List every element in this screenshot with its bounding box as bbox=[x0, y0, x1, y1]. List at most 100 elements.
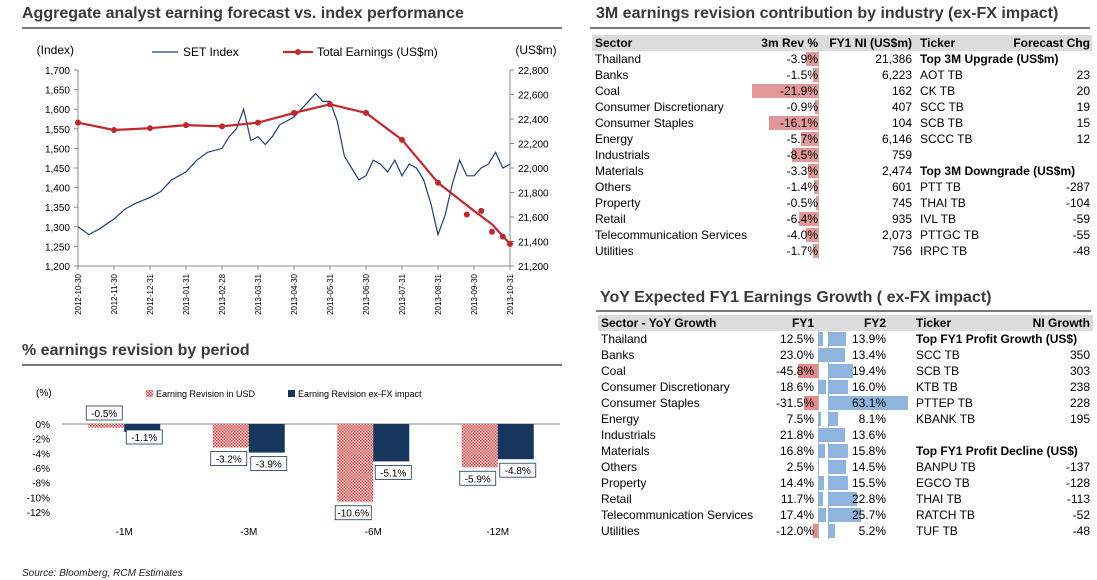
fy1-value: 18.6% bbox=[779, 380, 814, 394]
fy2-bar bbox=[828, 524, 835, 538]
ni-value: 6,223 bbox=[881, 68, 912, 82]
fy2-value: 14.5% bbox=[851, 460, 886, 474]
sector-name: Energy bbox=[595, 132, 634, 146]
x-tick-label: 2013-01-31 bbox=[182, 273, 191, 314]
fy1-value: 7.5% bbox=[786, 412, 814, 426]
bar-usd bbox=[88, 424, 125, 428]
legend-earnings-marker bbox=[295, 49, 301, 55]
sector-name: Others bbox=[601, 460, 638, 474]
fy2-bar bbox=[828, 444, 849, 458]
growth-ticker: SCC TB bbox=[916, 348, 960, 362]
rev-value: -1.4% bbox=[786, 180, 818, 194]
left-tick-label: 1,650 bbox=[45, 86, 70, 97]
data-label-exfx: -1.1% bbox=[131, 433, 157, 444]
label-box-usd bbox=[210, 451, 248, 466]
fy1-bar bbox=[818, 428, 828, 442]
rev-bar bbox=[805, 228, 818, 242]
decline-value: -128 bbox=[1065, 476, 1090, 490]
rev-bar bbox=[752, 84, 818, 98]
fy2-bar bbox=[828, 428, 846, 442]
header-fy2: FY2 bbox=[863, 316, 886, 330]
rev-bar bbox=[806, 52, 818, 66]
fy2-value: 19.4% bbox=[851, 364, 886, 378]
label-box-exfx bbox=[374, 465, 412, 480]
p1-title: Aggregate analyst earning forecast vs. i… bbox=[22, 5, 464, 22]
left-tick-label: 1,450 bbox=[45, 164, 70, 175]
header-ticker: Ticker bbox=[920, 36, 956, 50]
label-box-exfx bbox=[125, 429, 163, 445]
rev-bar bbox=[812, 244, 818, 258]
table4-row: Materials 16.8% 15.8% bbox=[598, 443, 914, 459]
total-earnings-point bbox=[435, 179, 441, 186]
legend-usd-swatch bbox=[146, 390, 153, 397]
p4-rule bbox=[596, 310, 1091, 312]
sector-name: Industrials bbox=[595, 148, 650, 162]
fy1-bar bbox=[818, 508, 826, 522]
total-earnings-point bbox=[507, 240, 513, 247]
upgrade-ticker: SCC TB bbox=[920, 100, 964, 114]
p1-rule bbox=[22, 27, 562, 29]
right-tick-label: 22,200 bbox=[518, 140, 549, 151]
y-tick-label: -4% bbox=[32, 449, 50, 460]
x-tick-label: 2013-07-31 bbox=[398, 273, 407, 314]
right-tick-label: 21,600 bbox=[518, 213, 549, 224]
header-sector: Sector bbox=[595, 36, 633, 50]
downgrade-ticker: THAI TB bbox=[920, 196, 966, 210]
table3-row: Materials -3.3% 2,474 bbox=[592, 163, 912, 179]
left-tick-label: 1,350 bbox=[45, 203, 70, 214]
decline-value: -52 bbox=[1072, 508, 1090, 522]
sector-name: Utilities bbox=[601, 524, 640, 538]
upgrade-ticker: CK TB bbox=[920, 84, 956, 98]
bar-usd bbox=[337, 424, 374, 502]
sector-name: Utilities bbox=[595, 244, 634, 258]
y-tick-label: -12% bbox=[27, 508, 50, 519]
growth-value: 303 bbox=[1069, 364, 1090, 378]
bar-exfx bbox=[124, 424, 161, 433]
fy1-value: 14.4% bbox=[779, 476, 814, 490]
fy1-bar bbox=[818, 460, 820, 474]
data-label-usd: -10.6% bbox=[337, 509, 369, 520]
table3-row: Consumer Staples -16.1% 104 bbox=[592, 115, 912, 131]
fy2-value: 63.1% bbox=[851, 396, 886, 410]
x-tick-label: 2013-05-31 bbox=[326, 273, 335, 314]
right-tick-label: 22,800 bbox=[518, 66, 549, 77]
header-rev: 3m Rev % bbox=[761, 36, 818, 50]
sector-name: Materials bbox=[595, 164, 644, 178]
rev-bar bbox=[769, 116, 818, 130]
fy2-value: 16.0% bbox=[851, 380, 886, 394]
fy2-value: 8.1% bbox=[858, 412, 886, 426]
p2-title: % earnings revision by period bbox=[22, 342, 250, 359]
header-sector: Sector - YoY Growth bbox=[601, 316, 717, 330]
bar-exfx bbox=[248, 424, 285, 453]
fy1-value: 2.5% bbox=[786, 460, 814, 474]
table3-row: Others -1.4% 601 bbox=[592, 179, 912, 195]
decline-value: -48 bbox=[1072, 524, 1090, 538]
table3-row: Utilities -1.7% 756 bbox=[592, 243, 912, 259]
fy1-bar bbox=[818, 348, 829, 362]
downgrade-ticker: PTTGC TB bbox=[920, 228, 980, 242]
rev-value: -1.7% bbox=[786, 244, 818, 258]
table3-header: Sector 3m Rev % FY1 NI (US$m) Ticker Forecas… bbox=[592, 35, 1092, 51]
p2-rule bbox=[22, 364, 562, 366]
table3-row: Property -0.5% 745 bbox=[592, 195, 912, 211]
header-growth: NI Growth bbox=[1032, 316, 1090, 330]
decline-ticker: EGCO TB bbox=[916, 476, 970, 490]
x-tick-label: 2013-03-31 bbox=[254, 273, 263, 314]
rev-value: -0.5% bbox=[786, 196, 818, 210]
left-tick-label: 1,300 bbox=[45, 223, 70, 234]
ni-value: 162 bbox=[891, 84, 912, 98]
earnings-vs-index-chart: (Index) (US$m) 1,700 1,650 1,600 1,550 1,500 1,… bbox=[37, 43, 557, 315]
ni-value: 21,386 bbox=[875, 52, 912, 66]
ni-value: 756 bbox=[891, 244, 912, 258]
sector-name: Property bbox=[601, 476, 647, 490]
decline-ticker: TUF TB bbox=[916, 524, 958, 538]
sector-name: Energy bbox=[601, 412, 640, 426]
sector-name: Thailand bbox=[595, 52, 642, 66]
total-earnings-point bbox=[75, 119, 81, 126]
growth-value: 195 bbox=[1069, 412, 1090, 426]
table3-row: Energy -5.7% 6,146 bbox=[592, 131, 912, 147]
label-box-exfx bbox=[499, 462, 537, 478]
x-category-label: -12M bbox=[486, 527, 509, 538]
left-tick-label: 1,700 bbox=[45, 66, 70, 77]
data-label-usd: -3.2% bbox=[216, 454, 242, 465]
